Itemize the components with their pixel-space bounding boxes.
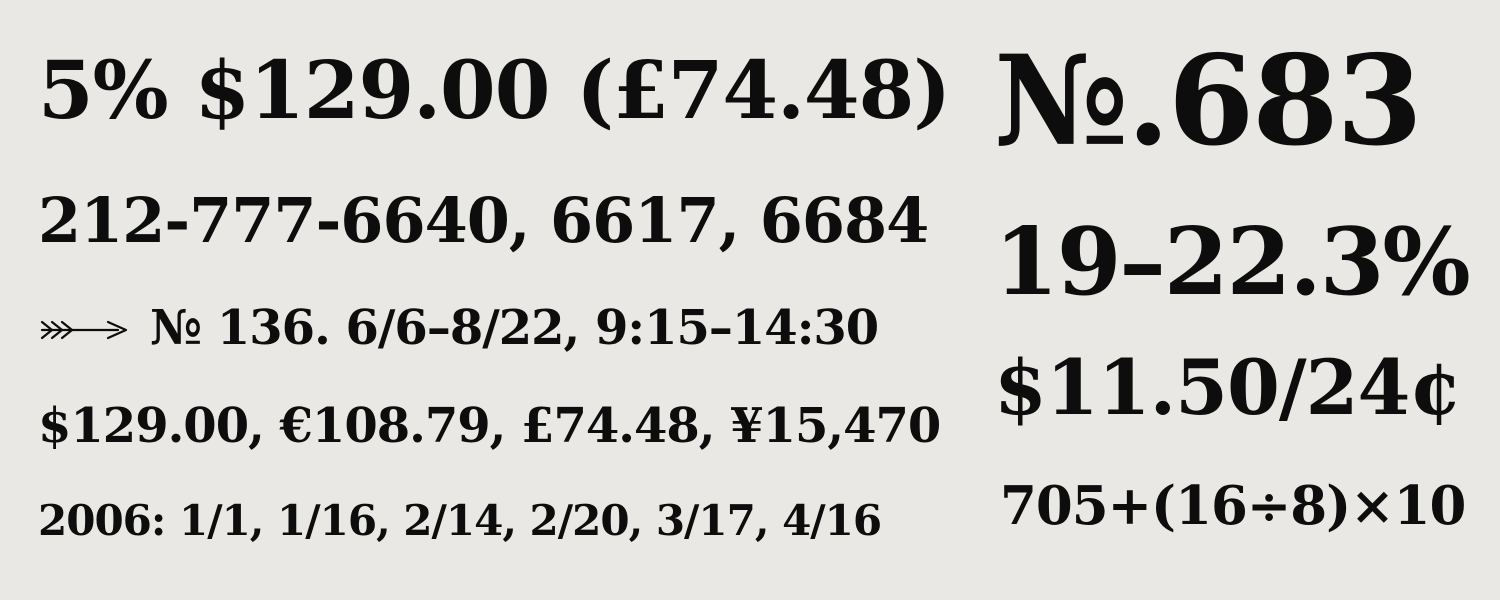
specimen-line-dollar-cents: $11.50/24¢	[994, 343, 1462, 432]
specimen-line-number-dates-times: № 136. 6/6–8/22, 9:15–14:30	[150, 300, 879, 356]
specimen-line-currencies: $129.00, €108.79, £74.48, ¥15,470	[38, 398, 941, 454]
specimen-line-numero: №.683	[994, 29, 1423, 174]
specimen-line-percent-price: 5% $129.00 (£74.48)	[38, 43, 951, 137]
fletched-arrow-icon	[40, 320, 128, 340]
specimen-line-range-percent: 19–22.3%	[994, 207, 1471, 316]
specimen-line-phone-numbers: 212-777-6640, 6617, 6684	[38, 184, 929, 257]
specimen-line-year-dates: 2006: 1/1, 1/16, 2/14, 2/20, 3/17, 4/16	[38, 496, 882, 545]
specimen-line-math-expression: 705+(16÷8)×10	[1000, 475, 1466, 537]
